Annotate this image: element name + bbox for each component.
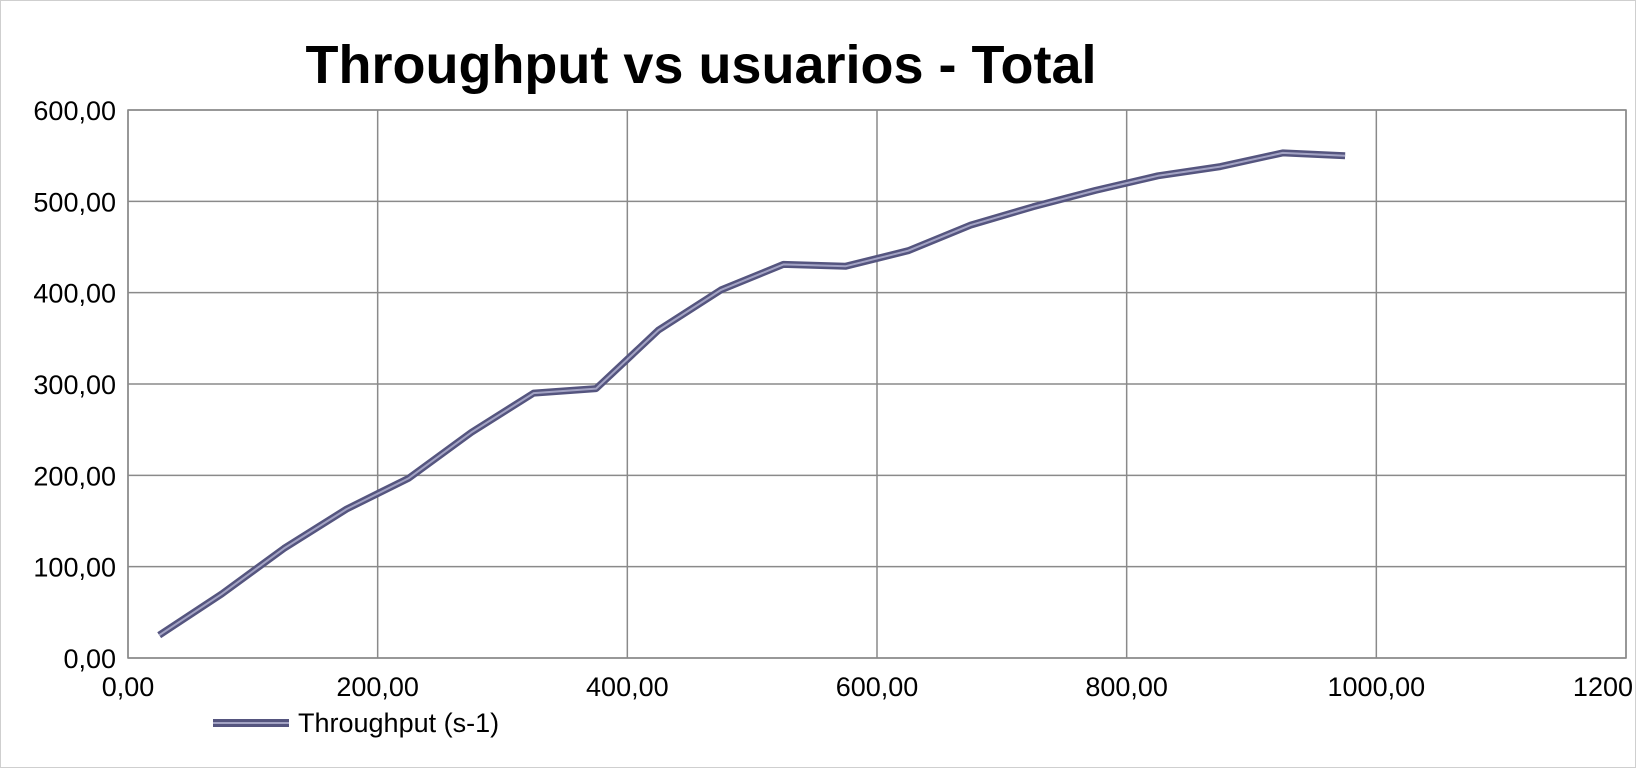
x-tick-label: 200,00 xyxy=(336,672,419,702)
y-tick-label: 100,00 xyxy=(33,553,116,583)
legend-entry-label: Throughput (s-1) xyxy=(298,708,499,738)
y-tick-label: 0,00 xyxy=(63,644,116,674)
grid-lines xyxy=(127,109,1627,659)
x-axis-tick-labels: 0,00 200,00 400,00 600,00 800,00 1000,00 1200 xyxy=(102,672,1633,702)
chart-title: Throughput vs usuarios - Total xyxy=(306,35,1097,95)
plot-area-border xyxy=(127,109,1627,659)
y-tick-label: 600,00 xyxy=(33,96,116,126)
series-lines xyxy=(157,149,1346,639)
axis-frame xyxy=(127,109,1627,659)
x-tick-label: 600,00 xyxy=(836,672,919,702)
x-tick-label: 1000,00 xyxy=(1328,672,1426,702)
legend: Throughput (s-1) xyxy=(213,708,499,738)
y-axis-tick-labels: 0,00 100,00 200,00 300,00 400,00 500,00 600,00 xyxy=(33,96,116,674)
x-tick-label: 0,00 xyxy=(102,672,155,702)
y-tick-label: 200,00 xyxy=(33,461,116,491)
y-tick-label: 400,00 xyxy=(33,279,116,309)
series-line-highlight xyxy=(158,151,1346,637)
y-tick-label: 300,00 xyxy=(33,370,116,400)
series-line xyxy=(157,149,1346,639)
y-tick-label: 500,00 xyxy=(33,187,116,217)
x-tick-label: 400,00 xyxy=(586,672,669,702)
x-tick-label: 800,00 xyxy=(1085,672,1168,702)
x-tick-label: 1200 xyxy=(1573,672,1633,702)
